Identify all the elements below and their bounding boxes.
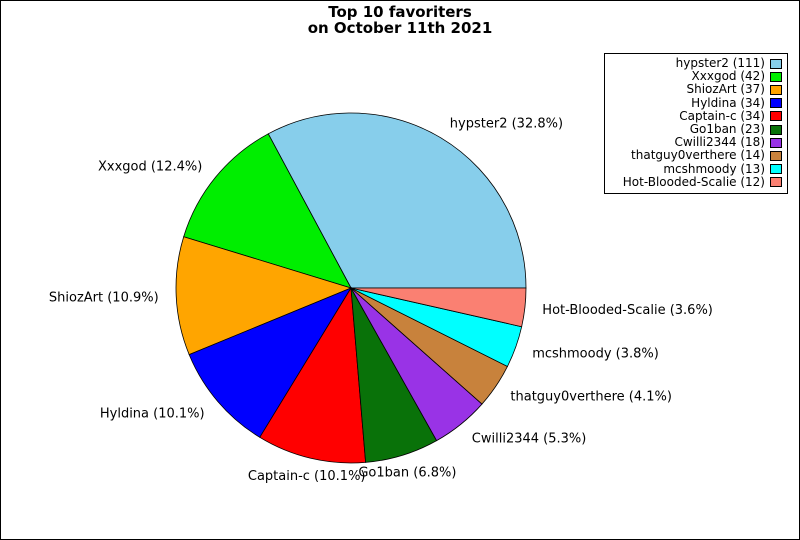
legend-item-Go1ban: Go1ban (23) (609, 123, 782, 136)
legend-swatch-icon (770, 177, 782, 188)
legend-swatch-icon (770, 111, 782, 122)
legend-item-Captain-c: Captain-c (34) (609, 108, 782, 123)
legend-label: Xxxgod (42) (691, 69, 765, 84)
slice-label-Cwilli2344: Cwilli2344 (5.3%) (472, 431, 587, 446)
legend-swatch-icon (770, 58, 782, 69)
legend-label: Hot-Blooded-Scalie (12) (622, 174, 765, 189)
legend-item-thatguy0verthere: thatguy0verthere (14) (609, 149, 782, 162)
legend-item-Hot-Blooded-Scalie: Hot-Blooded-Scalie (12) (609, 174, 782, 189)
legend-swatch-icon (770, 137, 782, 148)
legend-label: Go1ban (23) (689, 122, 765, 137)
slice-label-mcshmoody: mcshmoody (3.8%) (532, 346, 659, 361)
slice-label-Captain-c: Captain-c (10.1%) (248, 469, 366, 484)
legend-swatch-icon (770, 150, 782, 161)
legend: hypster2 (111) Xxxgod (42) ShiozArt (37) Hy… (604, 53, 788, 194)
pie-slice-ShiozArt (175, 236, 353, 356)
pie-slice-hypster2 (267, 112, 527, 289)
legend-item-Hyldina: Hyldina (34) (609, 95, 782, 110)
legend-label: Hyldina (34) (691, 95, 765, 110)
legend-item-mcshmoody: mcshmoody (13) (609, 161, 782, 176)
legend-label: Cwilli2344 (18) (674, 135, 765, 150)
chart-title-line2: on October 11th 2021 (307, 19, 493, 37)
legend-swatch-icon (770, 98, 782, 109)
pie-slice-Hyldina (188, 287, 352, 438)
legend-swatch-icon (770, 124, 782, 135)
legend-item-Cwilli2344: Cwilli2344 (18) (609, 136, 782, 149)
slice-label-ShiozArt: ShiozArt (10.9%) (49, 290, 159, 305)
pie-slice-Captain-c (259, 286, 367, 464)
slice-label-Xxxgod: Xxxgod (12.4%) (98, 159, 202, 174)
legend-item-Xxxgod: Xxxgod (42) (609, 70, 782, 83)
slice-label-thatguy0verthere: thatguy0verthere (4.1%) (510, 389, 672, 404)
legend-label: ShiozArt (37) (686, 82, 766, 97)
slice-label-Hyldina: Hyldina (10.1%) (100, 407, 205, 422)
legend-swatch-icon (770, 71, 782, 82)
slice-label-Hot-Blooded-Scalie: Hot-Blooded-Scalie (3.6%) (542, 303, 713, 318)
legend-label: Captain-c (34) (679, 108, 765, 123)
legend-swatch-icon (770, 84, 782, 95)
chart-title-line1: Top 10 favoriters (328, 3, 472, 21)
slice-label-Go1ban: Go1ban (6.8%) (358, 466, 456, 481)
legend-label: hypster2 (111) (675, 56, 765, 71)
chart-title: Top 10 favoriters on October 11th 2021 (1, 4, 799, 36)
legend-item-ShiozArt: ShiozArt (37) (609, 83, 782, 96)
legend-swatch-icon (770, 164, 782, 175)
pie-slice-Hot-Blooded-Scalie (350, 287, 527, 328)
slice-label-hypster2: hypster2 (32.8%) (450, 116, 563, 131)
legend-label: thatguy0verthere (14) (631, 148, 765, 163)
legend-label: mcshmoody (13) (663, 161, 765, 176)
legend-item-hypster2: hypster2 (111) (609, 57, 782, 70)
